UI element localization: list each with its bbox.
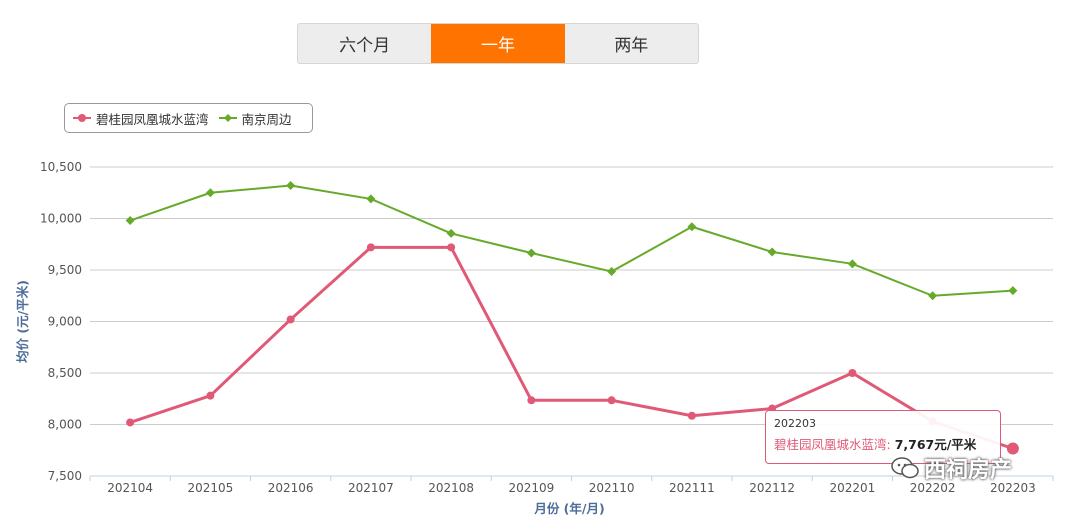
y-tick-label: 9,000	[48, 315, 82, 329]
tab-six-months[interactable]: 六个月	[339, 36, 391, 56]
x-tick-label: 202108	[428, 481, 474, 495]
legend-item-series-2[interactable]: 南京周边	[218, 109, 292, 128]
series-2-point	[847, 259, 857, 269]
series-1-point	[126, 418, 135, 427]
series-1-point	[607, 396, 616, 405]
watermark-text: 西祠房产	[924, 458, 1013, 483]
series-2-point	[1008, 286, 1018, 296]
series-1-point	[1006, 442, 1019, 455]
series-1-point	[206, 391, 215, 400]
x-tick-label: 202105	[187, 481, 233, 495]
series-line-1	[129, 245, 1014, 450]
series-1-point	[527, 396, 536, 405]
series-2-point	[526, 248, 536, 258]
x-tick-label: 202201	[829, 481, 875, 495]
x-tick-label: 202104	[107, 481, 153, 495]
series-1-point	[286, 315, 295, 324]
y-tick-label: 8,000	[48, 418, 82, 432]
legend-item-series-1[interactable]: 碧桂园凤凰城水蓝湾	[73, 109, 209, 128]
tooltip-series-name: 碧桂园凤凰城水蓝湾:	[774, 437, 895, 452]
y-tick-label: 8,500	[48, 366, 82, 380]
series-2-point	[687, 222, 697, 232]
x-tick-label: 202109	[508, 481, 554, 495]
series-2-point	[446, 228, 456, 238]
series-2-point	[205, 188, 215, 198]
watermark: 西祠房产	[890, 452, 1012, 484]
x-tick-label: 202106	[268, 481, 314, 495]
x-tick-label: 202110	[589, 481, 635, 495]
y-tick-label: 10,500	[40, 160, 82, 174]
y-axis-title: 均价 (元/平米)	[15, 280, 30, 363]
x-tick-label: 202203	[990, 481, 1036, 495]
diamond-marker-icon	[218, 114, 237, 122]
chart-tooltip: 202203 碧桂园凤凰城水蓝湾: 7,767元/平米	[765, 410, 1001, 464]
series-2-point	[928, 291, 938, 301]
legend-label-series-1: 碧桂园凤凰城水蓝湾	[96, 111, 209, 127]
y-tick-label: 9,500	[48, 263, 82, 277]
series-1-point	[447, 243, 456, 252]
series-2-point	[125, 216, 135, 226]
x-axis-title: 月份 (年/月)	[533, 501, 604, 516]
x-tick-label: 202107	[348, 481, 394, 495]
series-1-point	[848, 369, 857, 377]
y-tick-label: 7,500	[48, 469, 82, 483]
y-tick-label: 10,000	[40, 212, 82, 226]
tooltip-category: 202203	[774, 417, 816, 430]
series-1-point	[687, 411, 696, 420]
circle-marker-icon	[73, 114, 91, 122]
tab-one-year[interactable]: 一年	[431, 24, 565, 63]
series-2-point	[607, 267, 617, 277]
series-2-point	[286, 181, 296, 191]
x-tick-label: 202202	[910, 481, 956, 495]
series-2-point	[366, 194, 376, 204]
series-2-point	[767, 247, 777, 257]
x-tick-label: 202112	[749, 481, 795, 495]
series-line-2	[129, 184, 1013, 297]
series-1-point	[366, 243, 375, 252]
tab-two-years[interactable]: 两年	[614, 36, 649, 56]
range-tabs: 六个月 一年 两年	[297, 23, 699, 64]
tooltip-value: 7,767元/平米	[894, 437, 977, 452]
chart-legend: 碧桂园凤凰城水蓝湾 南京周边	[64, 103, 313, 133]
x-tick-label: 202111	[669, 481, 715, 495]
legend-label-series-2: 南京周边	[241, 111, 292, 127]
wechat-icon	[891, 457, 919, 479]
